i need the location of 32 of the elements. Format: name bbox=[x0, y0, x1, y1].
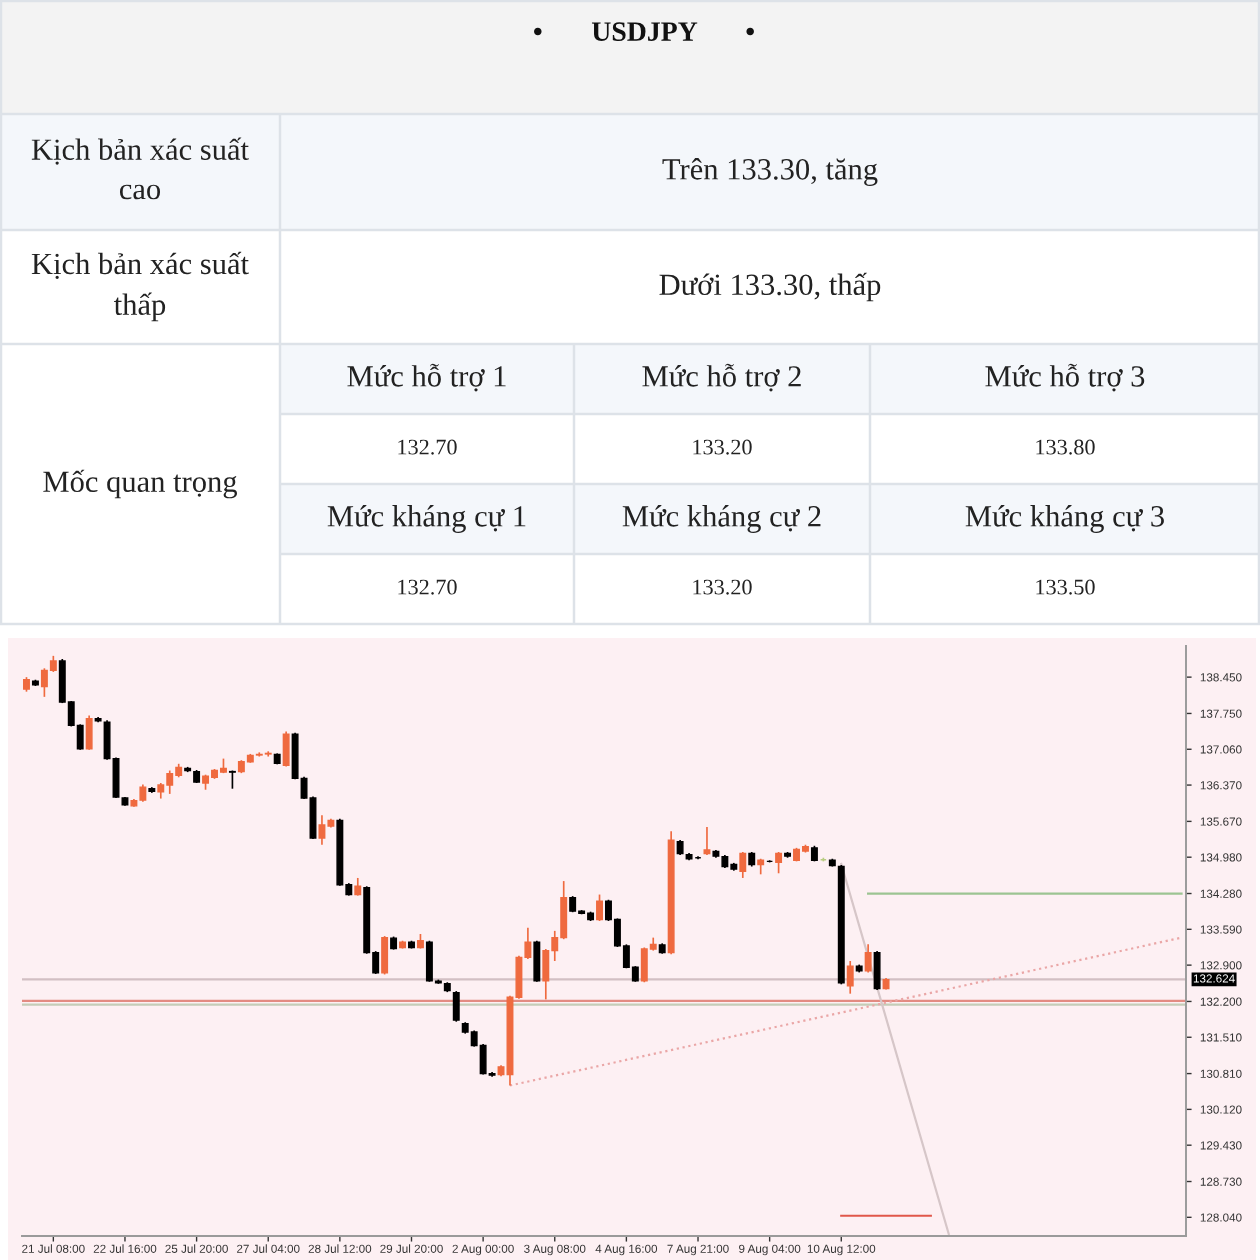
candlestick bbox=[452, 990, 460, 1023]
candlestick bbox=[533, 939, 541, 983]
text: Mức kháng cự 3 bbox=[965, 505, 1164, 533]
text: Kịch bản xác suất thấp bbox=[31, 251, 249, 322]
text: Mức kháng cự 1 bbox=[327, 505, 526, 533]
candlestick bbox=[85, 714, 93, 751]
candlestick bbox=[775, 851, 783, 875]
text: 133.50 bbox=[1036, 579, 1095, 595]
candlestick bbox=[318, 814, 326, 846]
text: Mức hỗ trợ 1 bbox=[347, 363, 506, 392]
candlestick bbox=[739, 851, 747, 879]
candlestick bbox=[282, 730, 290, 768]
text: Dưới 133.30, thấp bbox=[659, 272, 881, 302]
text: Mức hỗ trợ 2 bbox=[642, 363, 801, 392]
text: 133.20 bbox=[693, 579, 752, 595]
text: Trên 133.30, tăng bbox=[662, 158, 878, 186]
candlestick bbox=[425, 939, 433, 983]
text: 132.70 bbox=[398, 579, 457, 595]
text: 133.20 bbox=[693, 439, 752, 455]
candlestick bbox=[846, 960, 854, 995]
text: 132.70 bbox=[398, 439, 457, 455]
candlestick bbox=[596, 893, 603, 922]
candlestick bbox=[864, 943, 872, 974]
text: 133.80 bbox=[1036, 439, 1095, 455]
candlestick bbox=[873, 950, 881, 991]
text: Mốc quan trọng bbox=[43, 469, 238, 499]
text: Kịch bản xác suất cao bbox=[31, 137, 249, 200]
text: Mức hỗ trợ 3 bbox=[985, 363, 1145, 392]
candlestick bbox=[703, 826, 711, 856]
text: • USDJPY • bbox=[534, 22, 754, 41]
text: Mức kháng cự 2 bbox=[622, 505, 821, 533]
candlestick bbox=[381, 935, 389, 976]
